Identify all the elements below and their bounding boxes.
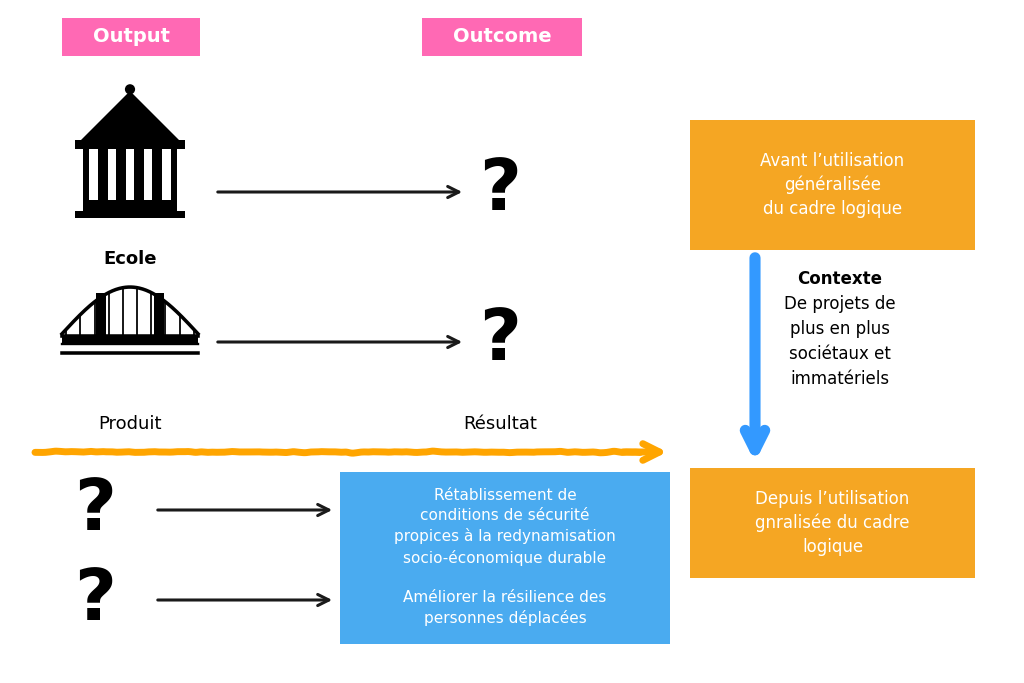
Text: ?: ? (479, 305, 521, 374)
Text: Résultat: Résultat (463, 415, 537, 433)
FancyBboxPatch shape (690, 120, 975, 250)
Bar (97, 149, 108, 200)
Polygon shape (79, 91, 181, 142)
Text: ?: ? (479, 156, 521, 225)
Text: Outcome: Outcome (453, 27, 551, 46)
Bar (75, 211, 185, 218)
Bar (154, 293, 164, 337)
Bar (116, 149, 126, 200)
Bar (96, 293, 106, 337)
Circle shape (125, 84, 135, 94)
Text: ?: ? (74, 475, 116, 544)
Bar (134, 149, 144, 200)
Text: Avant l’utilisation
généralisée
du cadre logique: Avant l’utilisation généralisée du cadre… (761, 152, 904, 218)
Bar (89, 149, 171, 200)
Bar (153, 149, 162, 200)
Text: Output: Output (92, 27, 170, 46)
Text: Produit: Produit (98, 415, 162, 433)
Bar (83, 204, 177, 211)
FancyBboxPatch shape (340, 572, 670, 644)
Text: Rétablissement de
conditions de sécurité
propices à la redynamisation
socio-écon: Rétablissement de conditions de sécurité… (394, 488, 615, 566)
Bar (62, 335, 198, 344)
Text: ?: ? (74, 566, 116, 635)
Text: De projets de
plus en plus
sociétaux et
immatériels: De projets de plus en plus sociétaux et … (784, 295, 896, 388)
Text: Ecole: Ecole (103, 250, 157, 268)
Text: Depuis l’utilisation
gnralisée du cadre
logique: Depuis l’utilisation gnralisée du cadre … (756, 490, 909, 556)
FancyBboxPatch shape (62, 18, 200, 56)
Text: Contexte: Contexte (798, 270, 883, 288)
FancyBboxPatch shape (690, 468, 975, 578)
FancyBboxPatch shape (422, 18, 582, 56)
Text: Améliorer la résilience des
personnes déplacées: Améliorer la résilience des personnes dé… (403, 590, 606, 626)
Bar (75, 140, 185, 149)
FancyBboxPatch shape (340, 472, 670, 582)
Bar (83, 149, 177, 204)
